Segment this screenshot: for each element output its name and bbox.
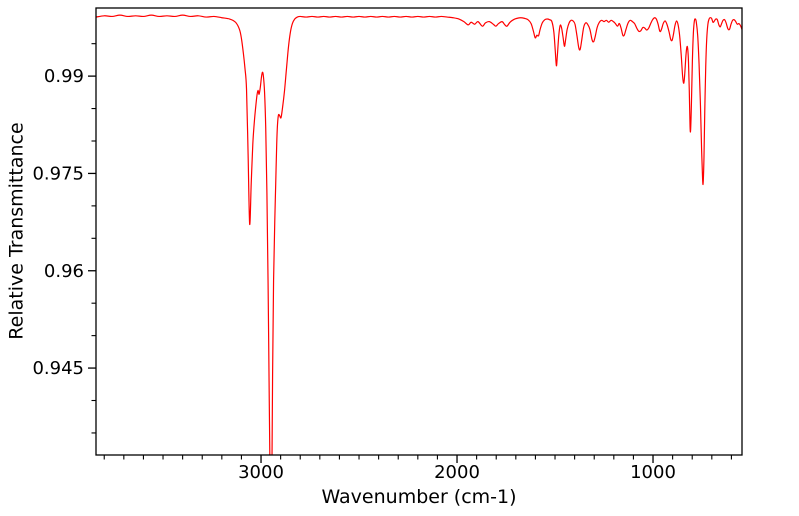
y-axis-title: Relative Transmittance (5, 122, 28, 340)
y-tick-label: 0.945 (32, 358, 84, 379)
spectrum-line (96, 14, 742, 455)
y-tick-label: 0.99 (44, 66, 84, 87)
x-axis-title: Wavenumber (cm-1) (321, 486, 517, 508)
y-tick-label: 0.975 (32, 163, 84, 184)
y-tick-label: 0.96 (44, 261, 84, 282)
plot-frame (95, 7, 743, 456)
x-tick-label: 1000 (630, 462, 676, 483)
x-tick-label: 3000 (238, 462, 284, 483)
x-tick-label: 2000 (434, 462, 480, 483)
